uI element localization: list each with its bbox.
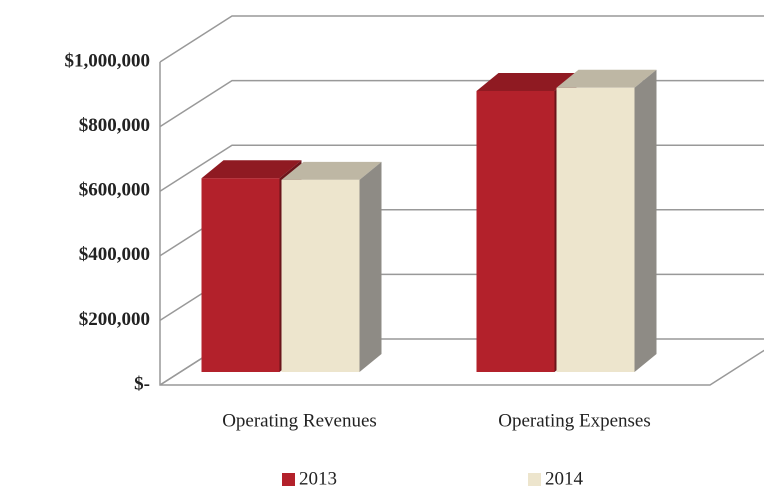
legend-label: 2013 [299, 468, 337, 489]
bar-top [476, 72, 577, 91]
legend-swatch [528, 473, 541, 486]
bar-top [201, 160, 302, 179]
bar-top [556, 69, 657, 88]
grid-line [159, 79, 764, 128]
bar [556, 87, 635, 372]
y-tick-label: $200,000 [79, 309, 150, 330]
legend-swatch [282, 473, 295, 486]
wall-edge [159, 62, 764, 386]
y-tick-label: $- [134, 373, 150, 394]
y-tick-label: $600,000 [79, 180, 150, 201]
y-tick-label: $800,000 [79, 115, 150, 136]
bar-top [281, 161, 382, 180]
x-tick-label: Operating Revenues [222, 410, 377, 431]
bar [281, 179, 360, 372]
legend-label: 2014 [545, 468, 584, 489]
x-tick-label: Operating Expenses [498, 410, 650, 431]
bar-side [634, 69, 657, 372]
bar [201, 178, 280, 372]
y-tick-label: $1,000,000 [65, 50, 151, 71]
bar-side [359, 161, 382, 372]
bar [476, 90, 555, 373]
y-tick-label: $400,000 [79, 244, 150, 265]
grid-line [159, 15, 764, 63]
